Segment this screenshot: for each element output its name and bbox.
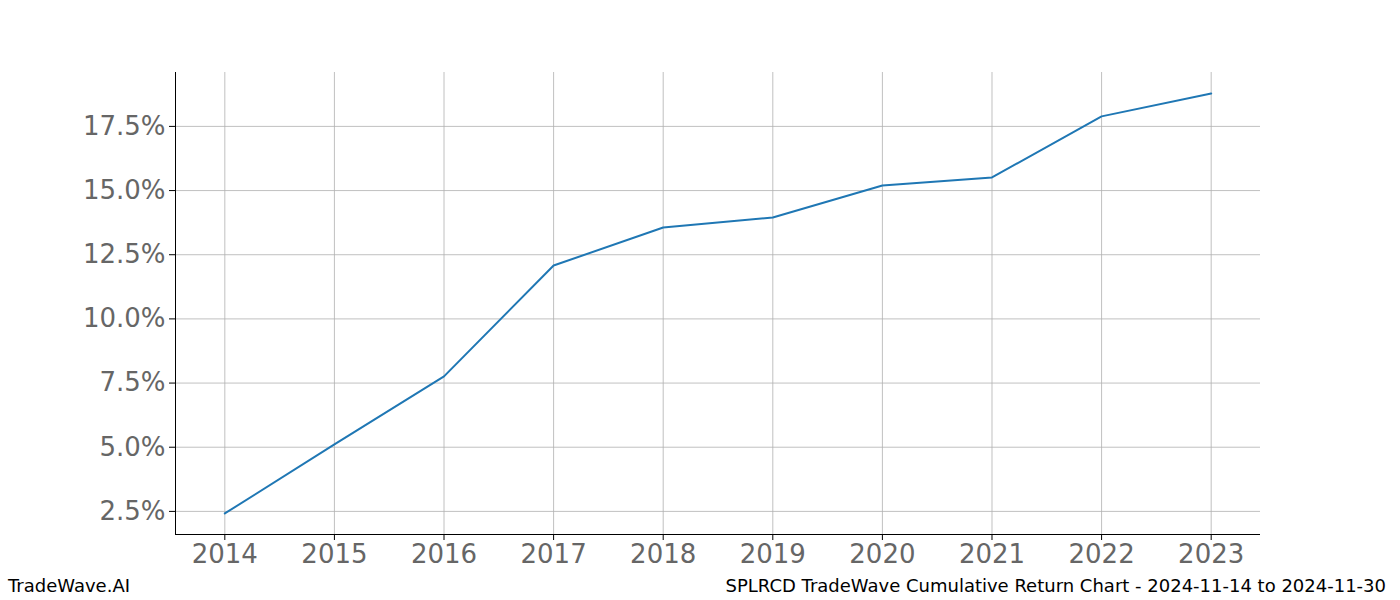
svg-text:2016: 2016: [411, 539, 477, 569]
svg-text:12.5%: 12.5%: [83, 239, 166, 269]
svg-text:2021: 2021: [959, 539, 1025, 569]
svg-text:17.5%: 17.5%: [83, 111, 166, 141]
html-text:TradeWave.AI: TradeWave.AI: [8, 574, 130, 596]
svg-text:2023: 2023: [1178, 539, 1244, 569]
svg-text:2022: 2022: [1068, 539, 1134, 569]
svg-text:15.0%: 15.0%: [83, 175, 166, 205]
svg-text:2.5%: 2.5%: [99, 496, 165, 526]
svg-text:5.0%: 5.0%: [99, 432, 165, 462]
svg-text:10.0%: 10.0%: [83, 303, 166, 333]
svg-text:2014: 2014: [192, 539, 258, 569]
svg-text:2019: 2019: [740, 539, 806, 569]
html-text:SPLRCD TradeWave Cumulative Re: SPLRCD TradeWave Cumulative Return Chart…: [725, 574, 1386, 596]
svg-text:2020: 2020: [849, 539, 915, 569]
svg-text:2015: 2015: [301, 539, 367, 569]
svg-text:7.5%: 7.5%: [99, 367, 165, 397]
svg-text:2018: 2018: [630, 539, 696, 569]
svg-text:2017: 2017: [521, 539, 587, 569]
